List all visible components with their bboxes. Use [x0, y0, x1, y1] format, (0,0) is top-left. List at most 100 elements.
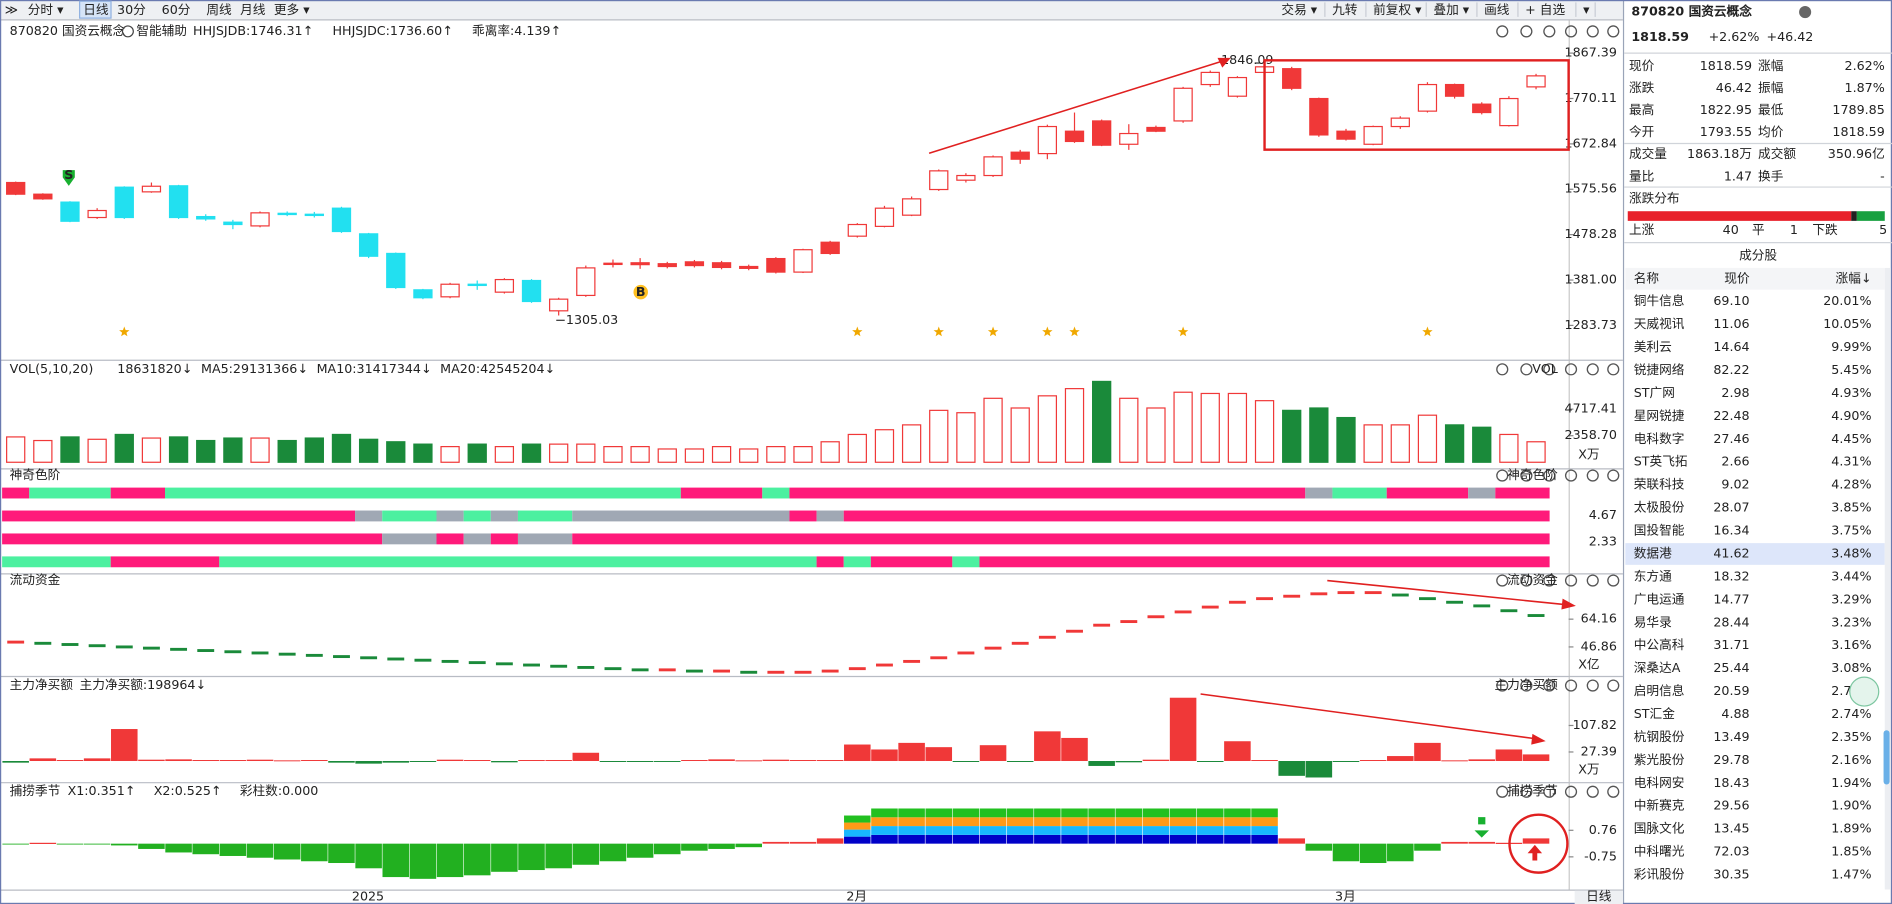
- panel-icon[interactable]: [1564, 363, 1578, 376]
- panel-icon[interactable]: [1543, 679, 1556, 692]
- panel-icon[interactable]: [1520, 469, 1533, 482]
- panel-icon[interactable]: [1543, 363, 1556, 376]
- toolbar-button[interactable]: 月线: [240, 2, 266, 17]
- panel-icon[interactable]: [1543, 25, 1556, 38]
- thermometer[interactable]: [1883, 730, 1890, 785]
- season-bar: [789, 841, 817, 844]
- column-header[interactable]: 现价: [1724, 270, 1750, 285]
- stock-name[interactable]: ST汇金: [1634, 706, 1675, 721]
- panel-icon[interactable]: [1586, 785, 1599, 798]
- panel-icon[interactable]: [1607, 785, 1620, 798]
- toolbar-button[interactable]: 60分: [162, 2, 191, 17]
- toolbar-button[interactable]: + 自选: [1525, 2, 1565, 17]
- candle-body: [983, 156, 1003, 177]
- toolbar-button[interactable]: ≫: [5, 2, 18, 17]
- floating-assistant[interactable]: [1849, 676, 1880, 707]
- assist-icon[interactable]: [121, 25, 134, 38]
- toolbar-button[interactable]: 前复权 ▾: [1373, 2, 1422, 17]
- volume-bar: [250, 437, 270, 463]
- stock-name[interactable]: 国脉文化: [1634, 821, 1685, 836]
- panel-icon[interactable]: [1564, 679, 1578, 692]
- panel-icon[interactable]: [1496, 25, 1509, 38]
- panel-icon[interactable]: [1496, 785, 1509, 798]
- panel-icon[interactable]: [1520, 679, 1533, 692]
- panel-icon[interactable]: [1564, 469, 1578, 482]
- panel-icon[interactable]: [1607, 469, 1620, 482]
- column-header[interactable]: 名称: [1634, 270, 1660, 285]
- panel-icon[interactable]: [1564, 785, 1578, 798]
- stock-name[interactable]: 彩讯股份: [1634, 867, 1685, 882]
- candle-body: [603, 262, 623, 266]
- quote-label: 量比: [1629, 168, 1654, 183]
- panel-icon[interactable]: [1520, 363, 1533, 376]
- panel-icon[interactable]: [1564, 574, 1578, 587]
- panel-icon[interactable]: [1607, 679, 1620, 692]
- stock-name[interactable]: 荣联科技: [1634, 477, 1685, 492]
- panel-title: 主力净买额: [10, 677, 74, 692]
- toolbar-button[interactable]: 画线: [1484, 2, 1510, 17]
- panel-icon[interactable]: [1543, 785, 1556, 798]
- column-header[interactable]: 涨幅↓: [1836, 270, 1872, 285]
- stock-name[interactable]: 东方通: [1634, 568, 1672, 583]
- toolbar-button[interactable]: 九转: [1332, 2, 1358, 17]
- panel-icon[interactable]: [1520, 785, 1533, 798]
- panel-icon[interactable]: [1586, 363, 1599, 376]
- stock-name[interactable]: 锐捷网络: [1634, 362, 1685, 377]
- panel-icon[interactable]: [1496, 679, 1509, 692]
- stock-name[interactable]: 铜牛信息: [1634, 293, 1685, 308]
- toolbar-button[interactable]: 更多 ▾: [274, 2, 310, 17]
- panel-icon[interactable]: [1543, 574, 1556, 587]
- stock-name[interactable]: 国投智能: [1634, 523, 1685, 538]
- stock-name[interactable]: 深桑达A: [1634, 660, 1681, 675]
- stock-name[interactable]: 杭钢股份: [1634, 729, 1685, 744]
- stock-name[interactable]: 美利云: [1634, 339, 1672, 354]
- stock-name[interactable]: 易华录: [1634, 614, 1672, 629]
- volume-bar: [711, 446, 732, 463]
- panel-icon[interactable]: [1586, 25, 1599, 38]
- distribution-bar: [1856, 211, 1885, 221]
- net-buy-bar: [979, 745, 1007, 762]
- rank-segment: [517, 510, 573, 522]
- toolbar-button[interactable]: ▾: [1583, 2, 1590, 17]
- liquidity-dash: [903, 659, 921, 663]
- season-bar: [1196, 826, 1224, 835]
- stock-name[interactable]: 电科网安: [1634, 775, 1685, 790]
- toolbar-button[interactable]: 30分: [117, 2, 146, 17]
- panel-icon[interactable]: [1496, 469, 1509, 482]
- stock-name[interactable]: 中新赛克: [1634, 798, 1685, 813]
- season-bar: [952, 817, 980, 827]
- toolbar-button[interactable]: 日线: [83, 2, 109, 17]
- stock-name[interactable]: 天威视讯: [1634, 316, 1685, 331]
- info-icon[interactable]: [1799, 6, 1812, 19]
- candle-body: [1200, 71, 1220, 86]
- panel-icon[interactable]: [1586, 679, 1599, 692]
- stock-name[interactable]: 电科数字: [1634, 431, 1685, 446]
- panel-icon[interactable]: [1564, 25, 1578, 38]
- panel-icon[interactable]: [1607, 574, 1620, 587]
- toolbar-button[interactable]: 周线: [206, 2, 232, 17]
- toolbar-button[interactable]: 分时 ▾: [28, 2, 64, 17]
- panel-icon[interactable]: [1496, 363, 1509, 376]
- panel-icon[interactable]: [1607, 25, 1620, 38]
- stock-name[interactable]: 太极股份: [1634, 500, 1685, 515]
- panel-icon[interactable]: [1496, 574, 1509, 587]
- stock-name[interactable]: 紫光股份: [1634, 752, 1685, 767]
- panel-icon[interactable]: [1543, 469, 1556, 482]
- panel-icon[interactable]: [1607, 363, 1620, 376]
- stock-price: 29.78: [1713, 752, 1749, 767]
- toolbar-button[interactable]: 交易 ▾: [1281, 2, 1317, 17]
- panel-icon[interactable]: [1520, 574, 1533, 587]
- liquidity-dash: [333, 655, 350, 659]
- panel-icon[interactable]: [1520, 25, 1533, 38]
- panel-icon[interactable]: [1586, 574, 1599, 587]
- panel-icon[interactable]: [1586, 469, 1599, 482]
- stock-name[interactable]: 启明信息: [1634, 683, 1685, 698]
- stock-name[interactable]: 数据港: [1634, 545, 1672, 560]
- stock-name[interactable]: 广电运通: [1634, 591, 1685, 606]
- stock-name[interactable]: ST英飞拓: [1634, 454, 1688, 469]
- stock-name[interactable]: 星网锐捷: [1634, 408, 1685, 423]
- stock-name[interactable]: 中公高科: [1634, 637, 1685, 652]
- stock-name[interactable]: 中科曙光: [1634, 844, 1685, 859]
- toolbar-button[interactable]: 叠加 ▾: [1433, 2, 1469, 17]
- stock-name[interactable]: ST广网: [1634, 385, 1675, 400]
